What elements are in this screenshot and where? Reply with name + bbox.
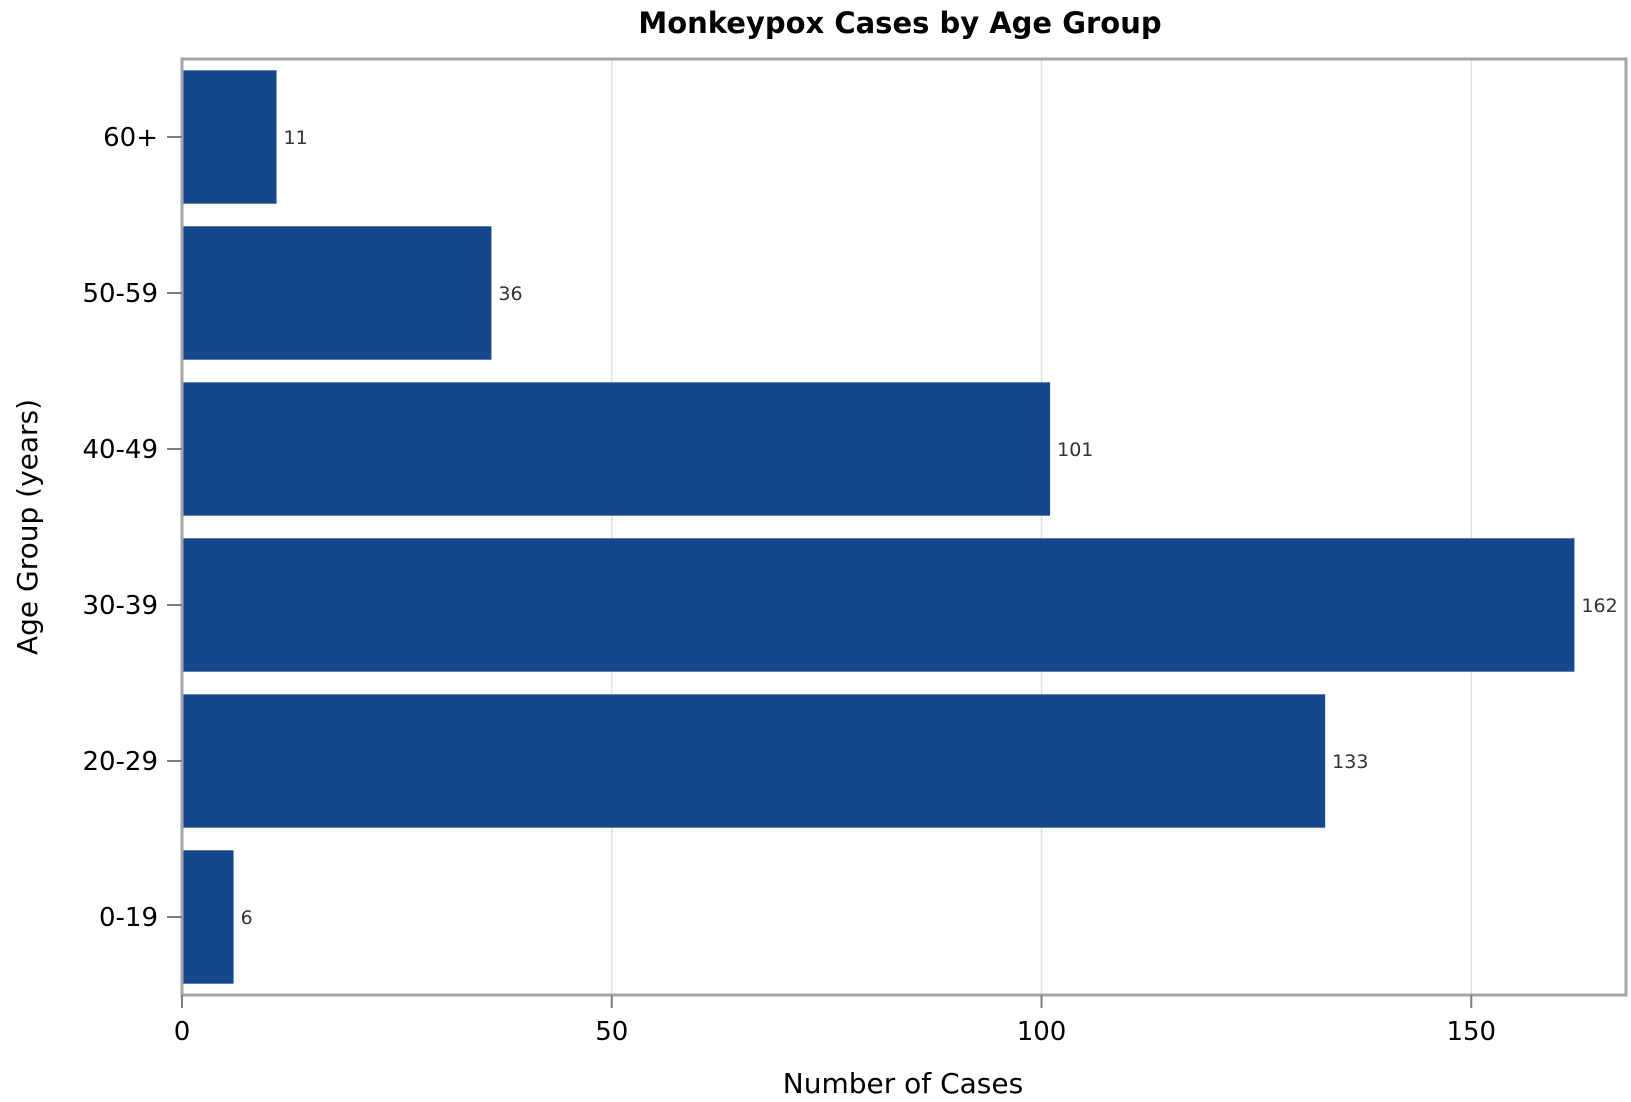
bar-0-19 [182, 850, 234, 984]
bar-60+ [182, 70, 277, 204]
bar-20-29 [182, 694, 1326, 828]
tick-layer: 0-19 20-29 30-39 40-49 50-59 60+ 0 50 100 150 [82, 123, 1496, 1047]
y-axis-label: Age Group (years) [11, 399, 44, 655]
data-label-40-49: 101 [1057, 439, 1093, 461]
x-tick-label-0: 0 [174, 1017, 191, 1047]
y-tick-label-0-19: 0-19 [99, 903, 158, 933]
data-label-0-19: 6 [241, 907, 253, 929]
bar-layer: 6 133 162 101 36 11 [182, 70, 1618, 984]
data-label-50-59: 36 [498, 283, 522, 305]
y-tick-label-20-29: 20-29 [82, 747, 158, 777]
y-tick-label-60+: 60+ [103, 123, 158, 153]
data-label-60+: 11 [284, 127, 308, 149]
grid-layer [611, 59, 1473, 995]
x-tick-label-50: 50 [595, 1017, 628, 1047]
y-tick-label-50-59: 50-59 [82, 279, 158, 309]
bar-50-59 [182, 226, 492, 360]
data-label-30-39: 162 [1581, 595, 1617, 617]
x-tick-label-150: 150 [1446, 1017, 1496, 1047]
data-label-20-29: 133 [1332, 751, 1368, 773]
bar-40-49 [182, 382, 1051, 516]
x-axis-label: Number of Cases [783, 1067, 1023, 1098]
y-tick-label-30-39: 30-39 [82, 591, 158, 621]
x-tick-label-100: 100 [1017, 1017, 1067, 1047]
y-tick-label-40-49: 40-49 [82, 435, 158, 465]
frame-layer [180, 57, 1628, 997]
bar-30-39 [182, 538, 1575, 672]
plot-frame [180, 57, 1628, 997]
chart-title: Monkeypox Cases by Age Group [638, 6, 1161, 40]
